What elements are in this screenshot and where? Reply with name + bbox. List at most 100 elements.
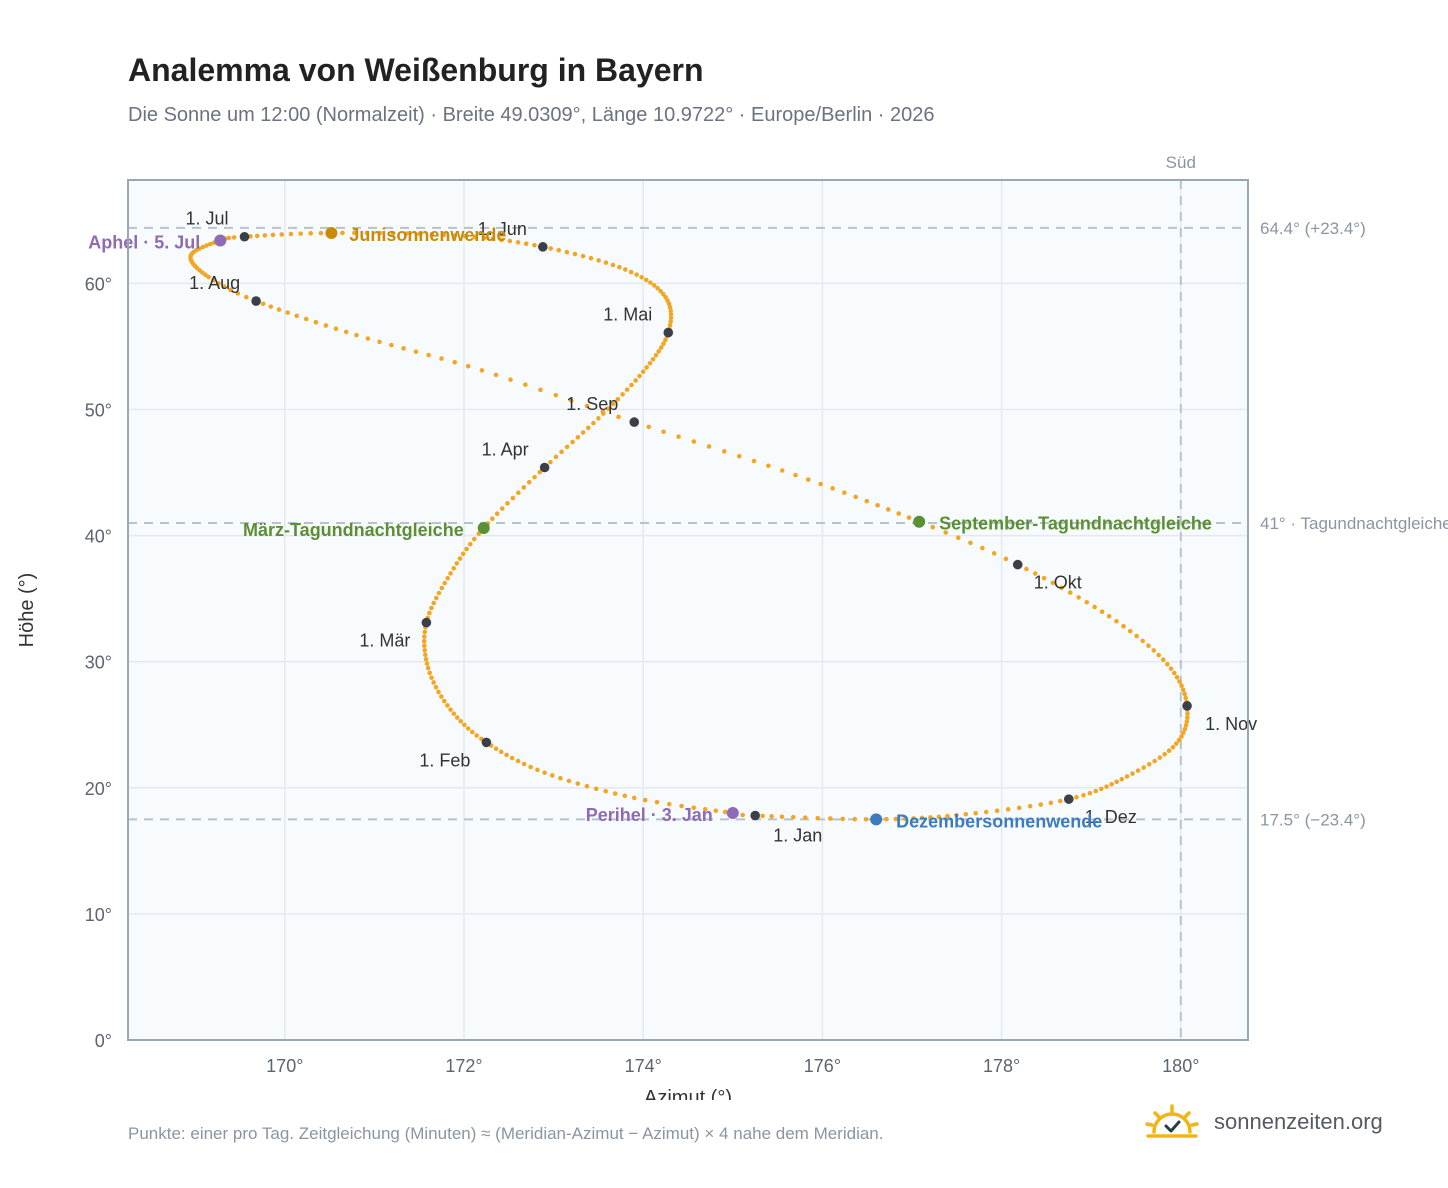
day-point: [377, 230, 383, 236]
day-point: [654, 799, 660, 805]
day-point: [548, 459, 553, 465]
day-point: [499, 237, 504, 243]
day-point: [528, 764, 533, 770]
day-point: [556, 247, 562, 253]
month-label: 1. Mär: [359, 631, 410, 651]
day-point: [558, 775, 563, 781]
day-point: [303, 316, 309, 322]
sun-check-icon: [1145, 1104, 1199, 1138]
day-point: [617, 264, 622, 270]
event-label: Perihel · 3. Jan: [586, 805, 713, 825]
day-point: [1005, 807, 1011, 812]
day-point: [1109, 781, 1114, 787]
day-point: [628, 269, 634, 275]
day-point: [973, 810, 979, 816]
day-point: [1048, 800, 1054, 806]
day-point: [422, 648, 428, 653]
x-axis-ticks: 170° 172° 174° 176° 178° 180°: [266, 1056, 1199, 1076]
day-point: [262, 233, 268, 238]
day-point: [1182, 691, 1187, 697]
day-point: [553, 392, 559, 398]
day-point: [235, 291, 241, 296]
month-label: 1. Feb: [419, 750, 470, 770]
day-point: [580, 430, 586, 435]
day-point: [1027, 803, 1033, 809]
day-point: [994, 808, 1000, 814]
month-label: 1. Mai: [603, 305, 652, 325]
day-point: [736, 453, 742, 459]
day-point: [893, 816, 899, 822]
day-point: [1160, 657, 1166, 663]
day-point: [1140, 638, 1146, 644]
day-point: [462, 233, 468, 239]
day-point: [421, 638, 427, 644]
day-point: [244, 294, 249, 300]
brand-name[interactable]: sonnenzeiten.org: [1214, 1109, 1383, 1134]
day-point: [1003, 556, 1009, 562]
day-point: [622, 267, 628, 272]
day-point: [1038, 802, 1044, 807]
day-point: [650, 356, 656, 362]
day-point: [318, 230, 324, 236]
day-point: [610, 401, 616, 407]
day-point: [766, 463, 771, 469]
day-point: [1185, 711, 1190, 717]
chart-title: Analemma von Weißenburg in Bayern: [128, 52, 704, 88]
month-label: 1. Nov: [1205, 714, 1257, 734]
day-point: [231, 235, 237, 240]
day-point: [204, 243, 209, 248]
event-label: September-Tagundnachtgleiche: [939, 514, 1212, 534]
day-point: [507, 238, 513, 244]
day-point: [308, 231, 313, 236]
day-point: [610, 262, 616, 268]
day-point: [364, 230, 370, 236]
day-point: [653, 353, 659, 358]
day-point: [298, 231, 303, 236]
day-point: [532, 474, 537, 480]
month-label: 1. Apr: [482, 440, 529, 460]
month-point: [1064, 794, 1074, 804]
month-label: 1. Aug: [189, 273, 240, 293]
day-point: [1176, 737, 1182, 743]
day-point: [498, 749, 504, 755]
reference-line-label: 64.4° (+23.4°): [1260, 219, 1366, 238]
month-point: [481, 737, 492, 748]
reference-line-label: 17.5° (−23.4°): [1260, 810, 1366, 829]
day-point: [676, 434, 681, 439]
month-point: [1012, 559, 1023, 570]
day-point: [936, 814, 942, 820]
day-point: [983, 809, 989, 815]
month-point: [750, 810, 760, 821]
day-point: [465, 363, 471, 369]
day-point: [1174, 674, 1180, 680]
day-point: [631, 795, 637, 801]
day-point: [1166, 748, 1172, 754]
day-point: [646, 424, 652, 430]
day-point: [605, 406, 611, 412]
day-point: [499, 506, 505, 511]
day-point: [569, 398, 574, 403]
day-point: [248, 234, 253, 239]
day-point: [661, 341, 666, 347]
day-point: [875, 503, 880, 508]
day-point: [1106, 614, 1112, 619]
day-point: [313, 319, 319, 325]
day-point: [896, 511, 902, 516]
day-point: [436, 590, 442, 596]
brand[interactable]: sonnenzeiten.org: [1144, 1104, 1383, 1140]
day-point: [864, 498, 870, 504]
day-point: [559, 449, 564, 455]
day-point: [663, 337, 668, 343]
month-label: 1. Jun: [478, 219, 527, 239]
day-point: [457, 556, 463, 561]
y-tick-label: 20°: [85, 779, 112, 799]
day-point: [431, 680, 436, 685]
day-point: [1171, 670, 1177, 676]
day-point: [1184, 719, 1190, 724]
day-point: [691, 439, 697, 444]
month-label: 1. Jul: [185, 209, 228, 229]
day-point: [760, 813, 765, 819]
day-point: [479, 368, 485, 373]
day-point: [439, 585, 445, 591]
day-point: [616, 414, 621, 420]
